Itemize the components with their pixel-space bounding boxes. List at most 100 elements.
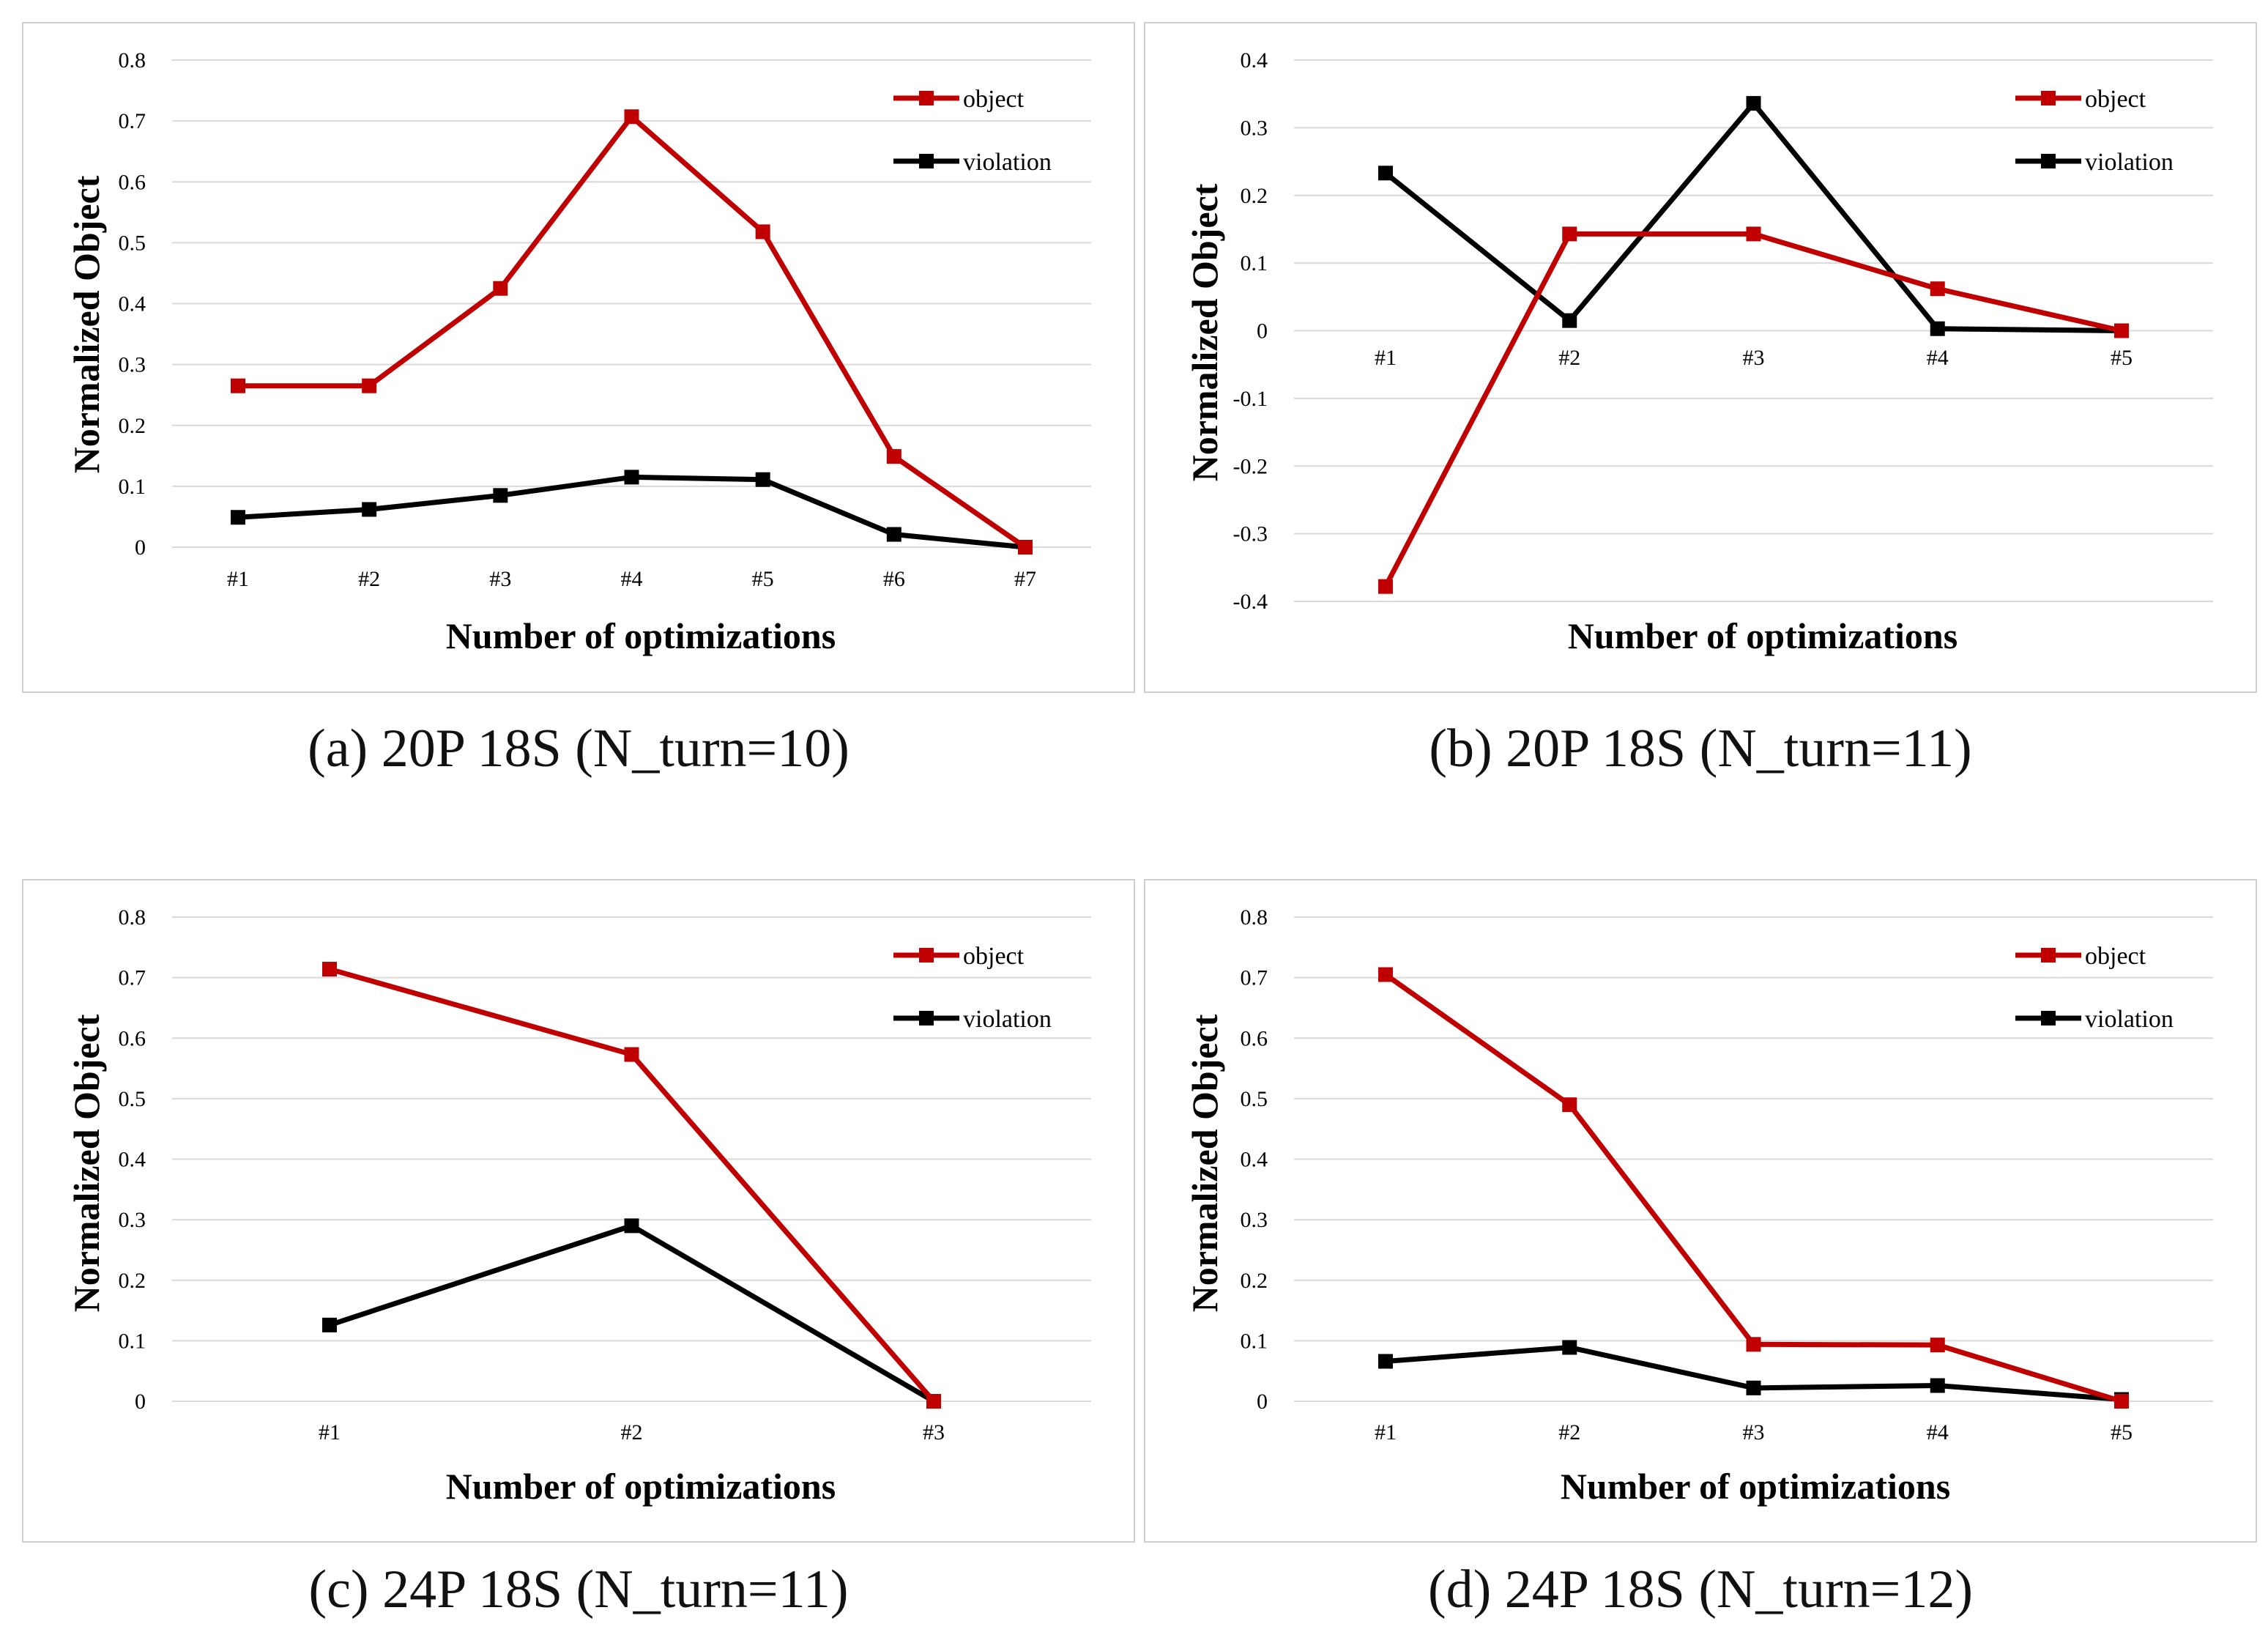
caption-c: (c) 24P 18S (N_turn=11) bbox=[308, 1559, 849, 1620]
violation-legend-marker bbox=[919, 1011, 934, 1026]
x-tick-label: #2 bbox=[621, 1420, 643, 1444]
violation-point bbox=[493, 488, 508, 503]
object-legend-label: object bbox=[2085, 943, 2146, 970]
y-tick-label: -0.2 bbox=[1233, 454, 1268, 478]
chart-a: 0 0.1 0.2 0.3 0.4 0.5 0.6 0.7 0.8 #1 #2 #3 #4 #5 #6 #7… bbox=[22, 22, 1135, 693]
object-point bbox=[624, 1047, 639, 1062]
object-point bbox=[1018, 540, 1033, 555]
y-tick-label: 0.1 bbox=[119, 1329, 146, 1353]
violation-series-line bbox=[328, 1223, 935, 1404]
x-tick-label: #5 bbox=[2111, 1420, 2133, 1444]
object-point bbox=[1746, 1337, 1761, 1352]
y-tick-label: 0.3 bbox=[119, 1208, 146, 1232]
x-tick-label: #5 bbox=[752, 567, 774, 591]
legend: object violation bbox=[893, 943, 1052, 1033]
y-tick-labels: 0 0.1 0.2 0.3 0.4 0.5 0.6 0.7 0.8 bbox=[119, 48, 146, 560]
y-tick-label: -0.3 bbox=[1233, 522, 1268, 546]
chart-b: -0.4 -0.3 -0.2 -0.1 0 0.1 0.2 0.3 0.4 #1 #2 #3 #4 #5… bbox=[1144, 22, 2257, 693]
gridlines bbox=[172, 916, 1091, 1402]
y-tick-label: 0.8 bbox=[119, 905, 146, 930]
object-legend-marker bbox=[919, 948, 934, 963]
object-point bbox=[886, 449, 901, 464]
object-point bbox=[1746, 226, 1761, 242]
violation-point bbox=[231, 510, 245, 525]
violation-series-line bbox=[1383, 100, 2122, 333]
object-legend-label: object bbox=[963, 943, 1025, 970]
caption-d: (d) 24P 18S (N_turn=12) bbox=[1427, 1559, 1973, 1620]
series-lines bbox=[1378, 96, 2129, 594]
object-point bbox=[1378, 967, 1393, 982]
y-tick-labels: 0 0.1 0.2 0.3 0.4 0.5 0.6 0.7 0.8 bbox=[1241, 905, 1268, 1414]
y-tick-label: 0.6 bbox=[1241, 1026, 1268, 1050]
violation-legend-label: violation bbox=[2085, 1006, 2174, 1033]
y-tick-label: 0 bbox=[135, 1390, 146, 1414]
x-tick-label: #4 bbox=[1927, 346, 1949, 370]
violation-legend-marker bbox=[2041, 154, 2056, 168]
object-point bbox=[362, 378, 377, 393]
object-point bbox=[1378, 579, 1393, 594]
x-tick-label: #4 bbox=[621, 567, 643, 591]
y-tick-label: 0.1 bbox=[119, 475, 146, 499]
y-tick-label: 0.1 bbox=[1241, 251, 1268, 275]
object-point bbox=[493, 281, 508, 296]
object-legend-label: object bbox=[2085, 86, 2146, 113]
gridlines bbox=[1294, 59, 2213, 602]
violation-point bbox=[1378, 166, 1393, 181]
y-tick-label: 0.5 bbox=[119, 1087, 146, 1111]
object-point bbox=[1930, 1338, 1945, 1353]
object-legend-label: object bbox=[963, 86, 1025, 113]
y-axis-title: Normalized Object bbox=[66, 175, 107, 473]
y-axis-title: Normalized Object bbox=[1184, 1014, 1225, 1312]
x-tick-labels: #1 #2 #3 bbox=[319, 1420, 945, 1444]
caption-b: (b) 20P 18S (N_turn=11) bbox=[1429, 719, 1972, 779]
x-tick-label: #1 bbox=[1375, 1420, 1397, 1444]
y-tick-label: 0.8 bbox=[119, 48, 146, 73]
object-point bbox=[624, 109, 639, 125]
object-legend-marker bbox=[919, 91, 934, 105]
x-tick-labels: #1 #2 #3 #4 #5 bbox=[1375, 346, 2133, 370]
chart-frame bbox=[22, 879, 1135, 1543]
violation-point bbox=[755, 472, 770, 487]
y-tick-label: 0.5 bbox=[119, 231, 146, 255]
x-axis-title: Number of optimizations bbox=[1561, 1466, 1950, 1507]
x-tick-label: #3 bbox=[1743, 346, 1765, 370]
y-axis-title: Normalized Object bbox=[1184, 183, 1225, 481]
object-legend-marker bbox=[2041, 91, 2056, 105]
y-tick-label: 0.3 bbox=[1241, 1208, 1268, 1232]
series-lines bbox=[1378, 967, 2129, 1409]
violation-point bbox=[1562, 1340, 1577, 1355]
y-tick-label: 0.4 bbox=[1241, 48, 1268, 73]
x-tick-label: #2 bbox=[1558, 1420, 1580, 1444]
violation-point bbox=[1746, 96, 1761, 111]
violation-point bbox=[1562, 313, 1577, 328]
violation-legend-label: violation bbox=[2085, 149, 2174, 176]
y-tick-label: 0.5 bbox=[1241, 1087, 1268, 1111]
chart-d: 0 0.1 0.2 0.3 0.4 0.5 0.6 0.7 0.8 #1 #2 #3 #4 #5 obj… bbox=[1144, 879, 2257, 1543]
y-tick-label: 0.7 bbox=[119, 109, 146, 133]
y-tick-label: 0 bbox=[1257, 319, 1268, 344]
violation-legend-marker bbox=[919, 154, 934, 168]
violation-point bbox=[624, 1218, 639, 1234]
x-axis-title: Number of optimizations bbox=[446, 1466, 836, 1507]
x-axis-title: Number of optimizations bbox=[446, 615, 836, 656]
y-tick-label: 0.6 bbox=[119, 1026, 146, 1050]
y-tick-labels: -0.4 -0.3 -0.2 -0.1 0 0.1 0.2 0.3 0.4 bbox=[1233, 48, 1268, 614]
x-tick-label: #4 bbox=[1927, 1420, 1949, 1444]
y-tick-label: 0.2 bbox=[1241, 1269, 1268, 1293]
violation-point bbox=[624, 470, 639, 485]
series-lines bbox=[231, 109, 1033, 555]
x-tick-label: #3 bbox=[923, 1420, 945, 1444]
object-legend-marker bbox=[2041, 948, 2056, 963]
y-tick-label: 0.6 bbox=[119, 170, 146, 194]
x-tick-label: #3 bbox=[489, 567, 511, 591]
y-tick-label: -0.4 bbox=[1233, 590, 1268, 614]
object-point bbox=[322, 962, 337, 977]
object-point bbox=[2114, 323, 2129, 338]
object-series-line bbox=[329, 966, 936, 1403]
y-tick-label: -0.1 bbox=[1233, 387, 1268, 411]
x-tick-label: #6 bbox=[883, 567, 905, 591]
y-tick-label: 0.1 bbox=[1241, 1329, 1268, 1353]
y-tick-label: 0.4 bbox=[119, 292, 146, 316]
object-point bbox=[2114, 1394, 2129, 1409]
y-tick-label: 0.3 bbox=[119, 353, 146, 377]
